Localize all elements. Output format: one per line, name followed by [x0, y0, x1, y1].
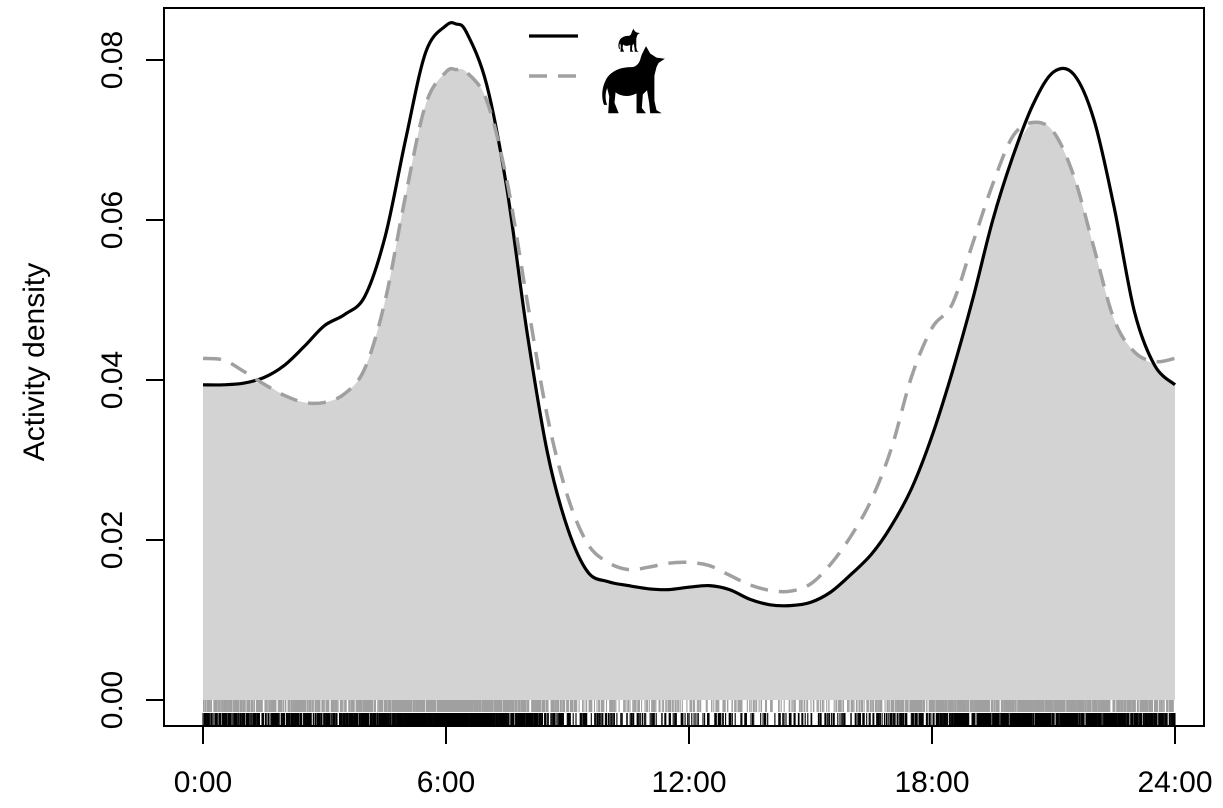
- y-tick-label: 0.06: [96, 191, 129, 249]
- y-axis-title: Activity density: [18, 263, 51, 461]
- y-tick-label: 0.04: [96, 351, 129, 409]
- series-line-solid: [202, 21, 1177, 608]
- x-tick-label: 6:00: [417, 766, 475, 799]
- x-tick-label: 24:00: [1137, 766, 1212, 799]
- small-wolf-icon: [618, 28, 640, 52]
- y-tick-label: 0.02: [96, 511, 129, 569]
- overlap-area: [203, 68, 1175, 701]
- x-tick-label: 18:00: [894, 766, 969, 799]
- legend: [529, 28, 665, 114]
- small-wolf-icon-shape: [618, 28, 640, 52]
- x-tick-label: 0:00: [174, 766, 232, 799]
- x-tick-label: 12:00: [651, 766, 726, 799]
- large-wolf-icon: [602, 46, 665, 114]
- y-axis: 0.00 0.02 0.04 0.06 0.08: [96, 31, 165, 729]
- overlap-area-layer: [203, 68, 1175, 701]
- y-tick-label: 0.08: [96, 31, 129, 89]
- series-line-dashed: [202, 66, 1176, 594]
- large-wolf-icon-shape: [602, 46, 665, 114]
- rug-row-solid-series: [202, 713, 1176, 726]
- rug-row-dashed-series: [203, 700, 1174, 712]
- rug-marks-layer: [202, 700, 1176, 726]
- x-axis: 0:00 6:00 12:00 18:00 24:00: [174, 725, 1213, 799]
- series-layer: [202, 21, 1177, 608]
- y-tick-label: 0.00: [96, 671, 129, 729]
